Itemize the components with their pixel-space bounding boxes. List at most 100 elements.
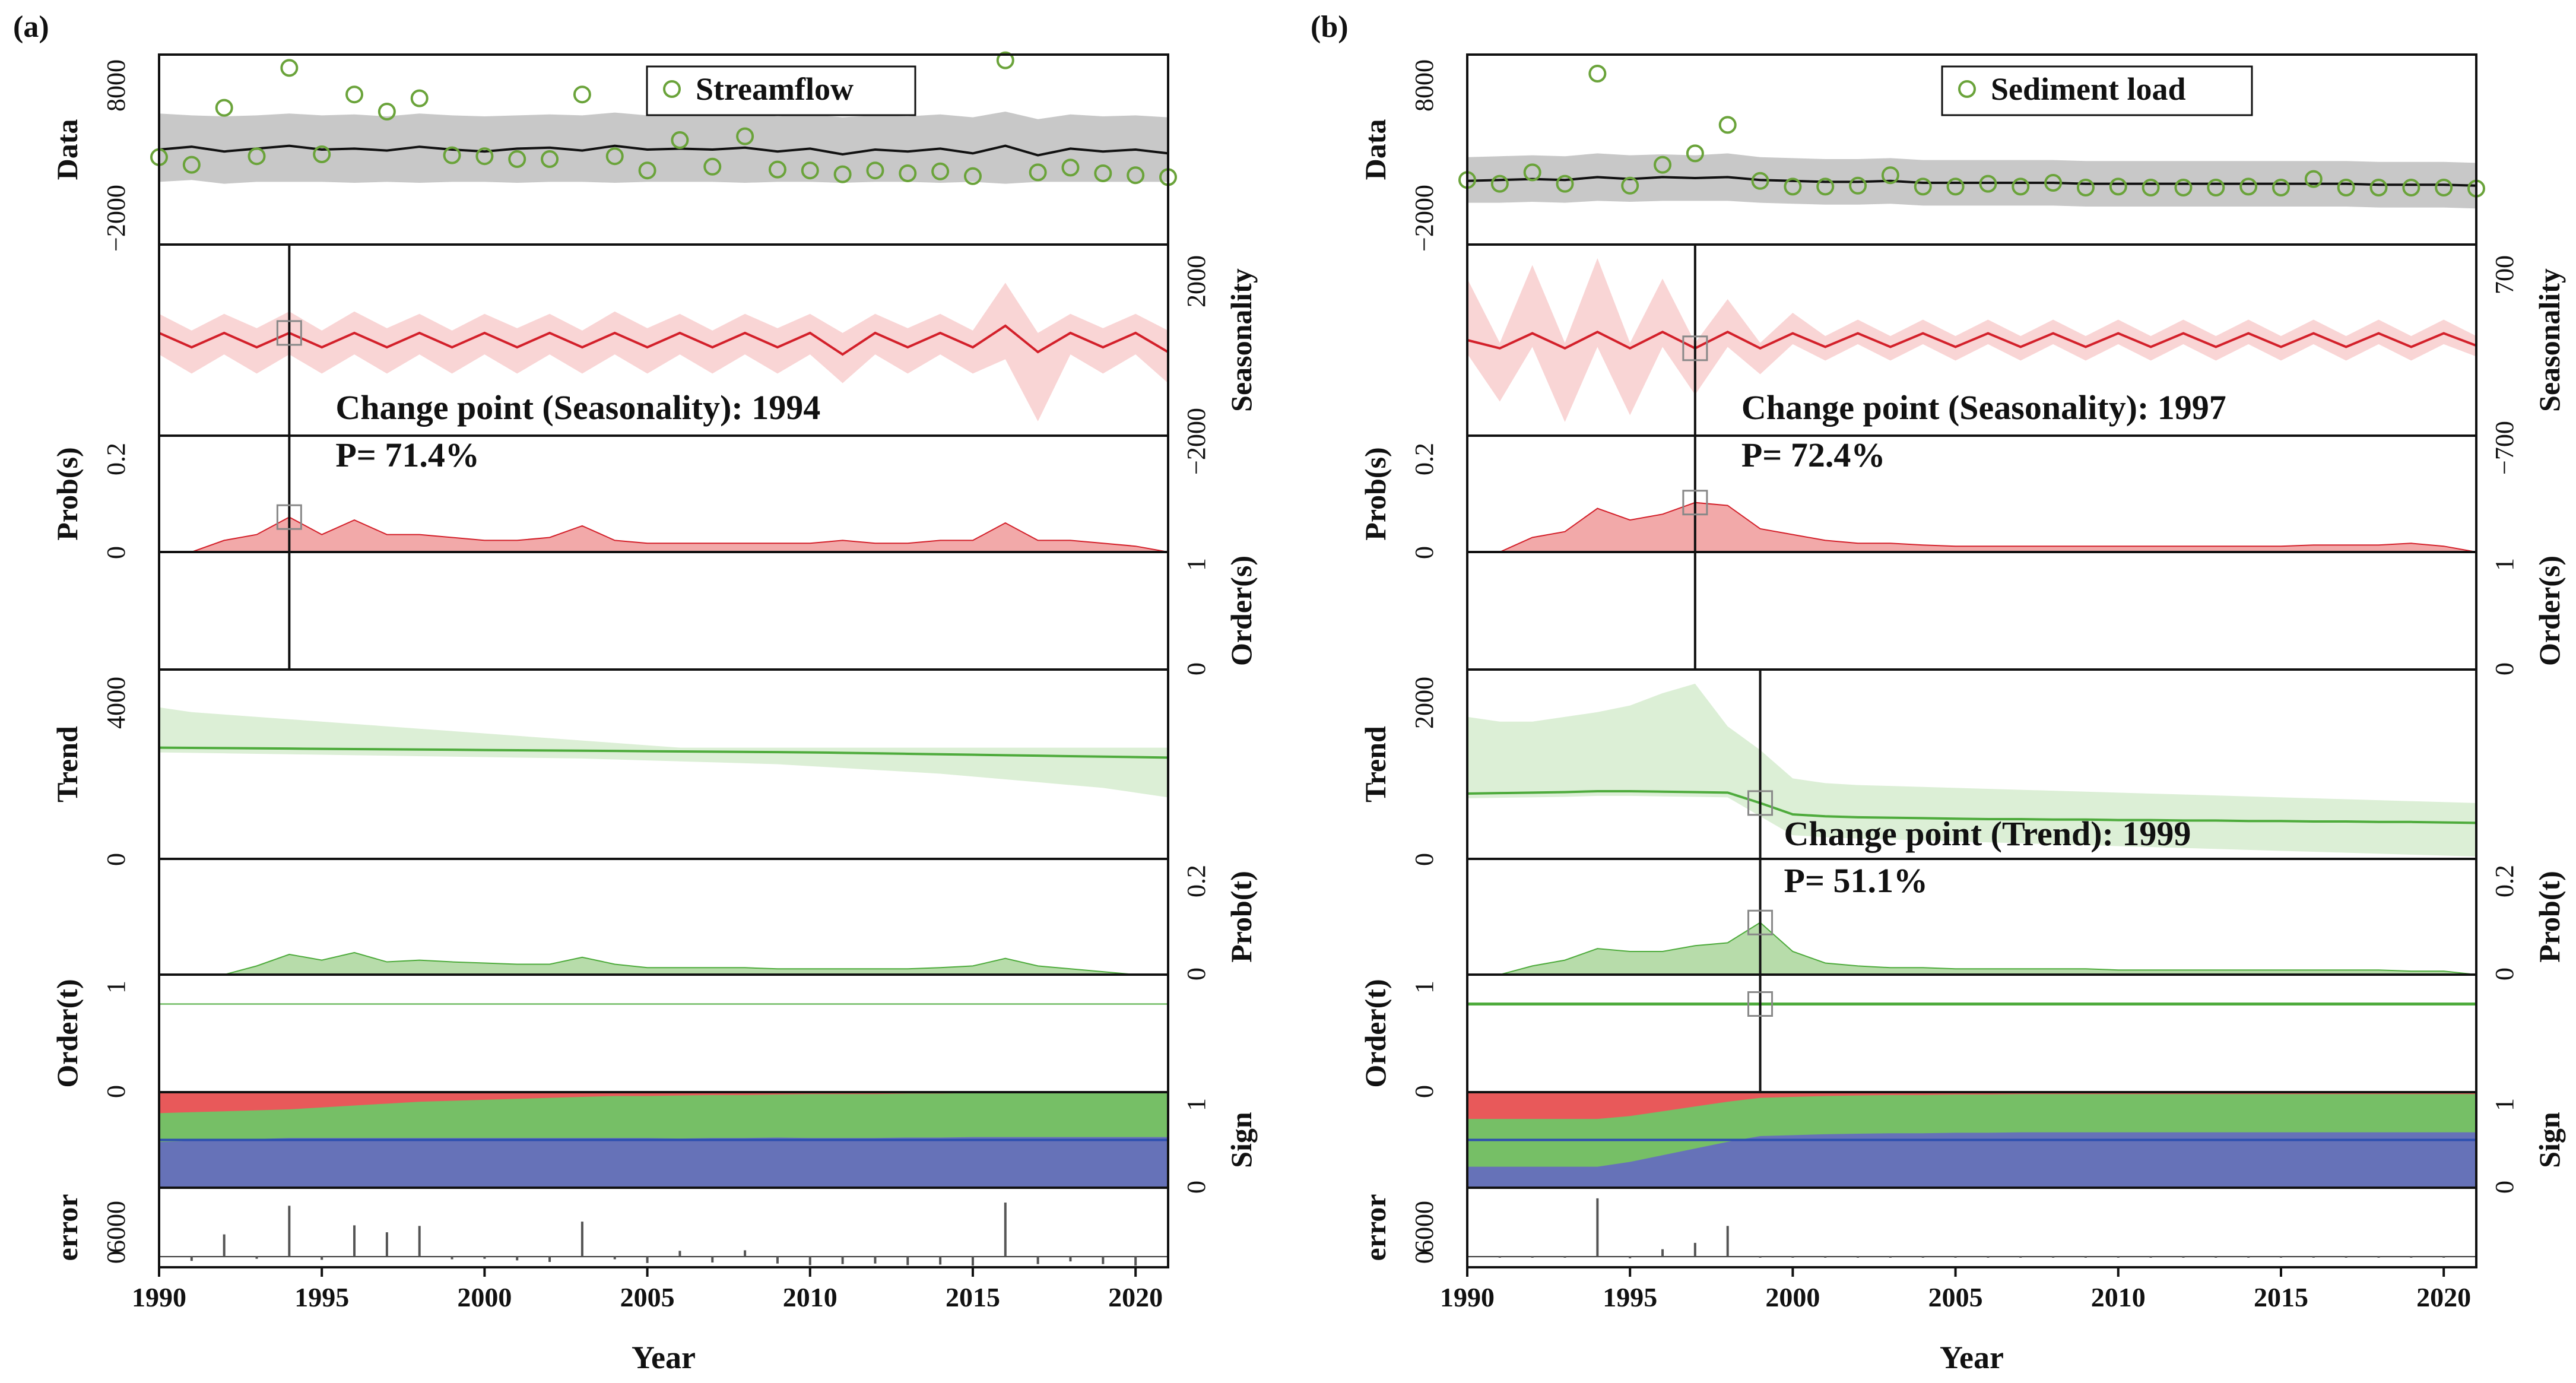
seasonality-axis-tick: −700	[2490, 421, 2519, 475]
data-point	[1816, 177, 1835, 196]
data-point	[833, 165, 852, 183]
prob-t-axis-label: Prob(t)	[1224, 871, 1258, 963]
data-point	[2076, 179, 2095, 196]
error-axis-tick: 6000	[1410, 1201, 1439, 1253]
data-point	[703, 157, 722, 176]
x-tick-label: 2000	[1765, 1282, 1820, 1312]
prob-s-changepoint-marker	[1682, 490, 1708, 516]
order-s-axis-tick: 1	[2490, 558, 2519, 571]
data-point	[475, 147, 494, 166]
panel-0: (a) Streamflow Data 8000 −2000 Seasonality 200…	[13, 10, 1258, 1375]
data-axis-tick: −2000	[101, 185, 131, 252]
data-point	[1029, 163, 1047, 182]
data-axis-tick: 8000	[101, 59, 131, 112]
seasonality-axis-label: Seasonality	[2533, 268, 2566, 412]
prob-s-area	[1467, 502, 2477, 553]
data-point	[2304, 170, 2323, 188]
seasonality-changepoint-label: Change point (Seasonality): 1997	[1741, 388, 2226, 427]
order-s-axis-tick: 1	[1182, 558, 1211, 571]
data-point	[410, 89, 429, 107]
x-tick-label: 1990	[132, 1282, 186, 1312]
data-point	[605, 147, 624, 166]
x-tick-label: 2020	[2416, 1282, 2471, 1312]
error-axis-label: error	[1359, 1194, 1392, 1261]
data-point	[1946, 177, 1965, 196]
panel-1: (b) Sediment load Data 8000 −2000 Seasonality…	[1311, 10, 2566, 1375]
x-tick-label: 2015	[946, 1282, 1000, 1312]
prob-s-axis-tick: 0	[1410, 546, 1439, 559]
data-point	[1127, 166, 1145, 185]
seasonality-changepoint-marker	[1682, 335, 1708, 361]
data-point	[866, 161, 884, 180]
data-point	[768, 160, 786, 179]
seasonality-line	[1467, 330, 2477, 350]
sign-zero-area	[1467, 1092, 2476, 1167]
prob-t-axis-label: Prob(t)	[2533, 871, 2566, 963]
data-band	[159, 112, 1168, 184]
data-point	[248, 147, 266, 166]
data-point	[1881, 166, 1899, 185]
data-point	[2012, 177, 2030, 196]
data-point	[2272, 179, 2290, 196]
sign-positive-area	[159, 1092, 1168, 1114]
data-axis-tick: 8000	[1410, 59, 1439, 112]
data-point	[377, 103, 396, 120]
data-axis-tick: −2000	[1410, 185, 1439, 252]
data-point	[1556, 175, 1574, 193]
data-point	[671, 131, 689, 149]
x-tick-label: 2005	[620, 1282, 675, 1312]
prob-t-axis-tick: 0.2	[1182, 865, 1211, 897]
prob-s-axis-label: Prob(s)	[50, 447, 84, 540]
data-point	[1523, 163, 1541, 182]
order-t-axis-label: Order(t)	[1359, 979, 1392, 1087]
data-point	[2207, 179, 2225, 196]
data-point	[508, 150, 526, 168]
prob-t-area	[159, 951, 1168, 975]
trend-axis-label: Trend	[50, 726, 84, 802]
order-s-axis-tick: 0	[2490, 662, 2519, 675]
x-tick-label: 2010	[2091, 1282, 2146, 1312]
order-t-axis-tick: 0	[1410, 1085, 1439, 1098]
legend-marker	[1958, 80, 1976, 98]
data-point	[1686, 144, 1704, 163]
data-point	[182, 156, 201, 174]
prob-s-changepoint-marker	[276, 504, 302, 530]
trend-axis-tick: 4000	[101, 677, 131, 729]
data-point	[2174, 179, 2193, 196]
order-t-axis-tick: 1	[101, 981, 131, 994]
panel-label: (b)	[1311, 10, 1349, 44]
data-axis-label: Data	[50, 119, 84, 180]
seasonality-axis-label: Seasonality	[1224, 268, 1258, 412]
data-point	[443, 146, 461, 164]
seasonality-changepoint-label: Change point (Seasonality): 1994	[335, 388, 820, 427]
order-t-changepoint-marker	[1747, 991, 1774, 1017]
plot-frame	[1466, 53, 2477, 1268]
x-tick-label: 2005	[1928, 1282, 1983, 1312]
data-point	[1718, 116, 1737, 134]
order-s-axis-label: Order(s)	[1224, 556, 1258, 666]
legend-box	[646, 65, 916, 116]
data-point	[2239, 177, 2258, 196]
prob-s-area	[159, 516, 1169, 553]
seasonality-changepoint-marker	[276, 320, 302, 346]
sign-axis-tick: 0	[1182, 1181, 1211, 1194]
data-band	[1467, 153, 2476, 209]
seasonality-band	[159, 283, 1168, 421]
data-point	[2435, 179, 2453, 196]
prob-t-area	[1467, 922, 2477, 975]
x-tick-label: 1995	[1603, 1282, 1657, 1312]
seasonality-axis-tick: 700	[2490, 255, 2519, 294]
x-tick-label: 1990	[1440, 1282, 1495, 1312]
order-s-axis-label: Order(s)	[2533, 556, 2566, 666]
seasonality-axis-tick: 2000	[1182, 255, 1211, 307]
order-t-axis-label: Order(t)	[50, 979, 84, 1087]
prob-t-axis-tick: 0	[2490, 968, 2519, 981]
prob-t-axis-tick: 0.2	[2490, 865, 2519, 897]
sign-axis-tick: 1	[1182, 1098, 1211, 1111]
data-point	[313, 145, 331, 163]
sign-axis-label: Sign	[1224, 1112, 1258, 1168]
order-t-axis-tick: 0	[101, 1085, 131, 1098]
seasonality-line	[158, 324, 1169, 356]
data-point	[899, 164, 917, 182]
